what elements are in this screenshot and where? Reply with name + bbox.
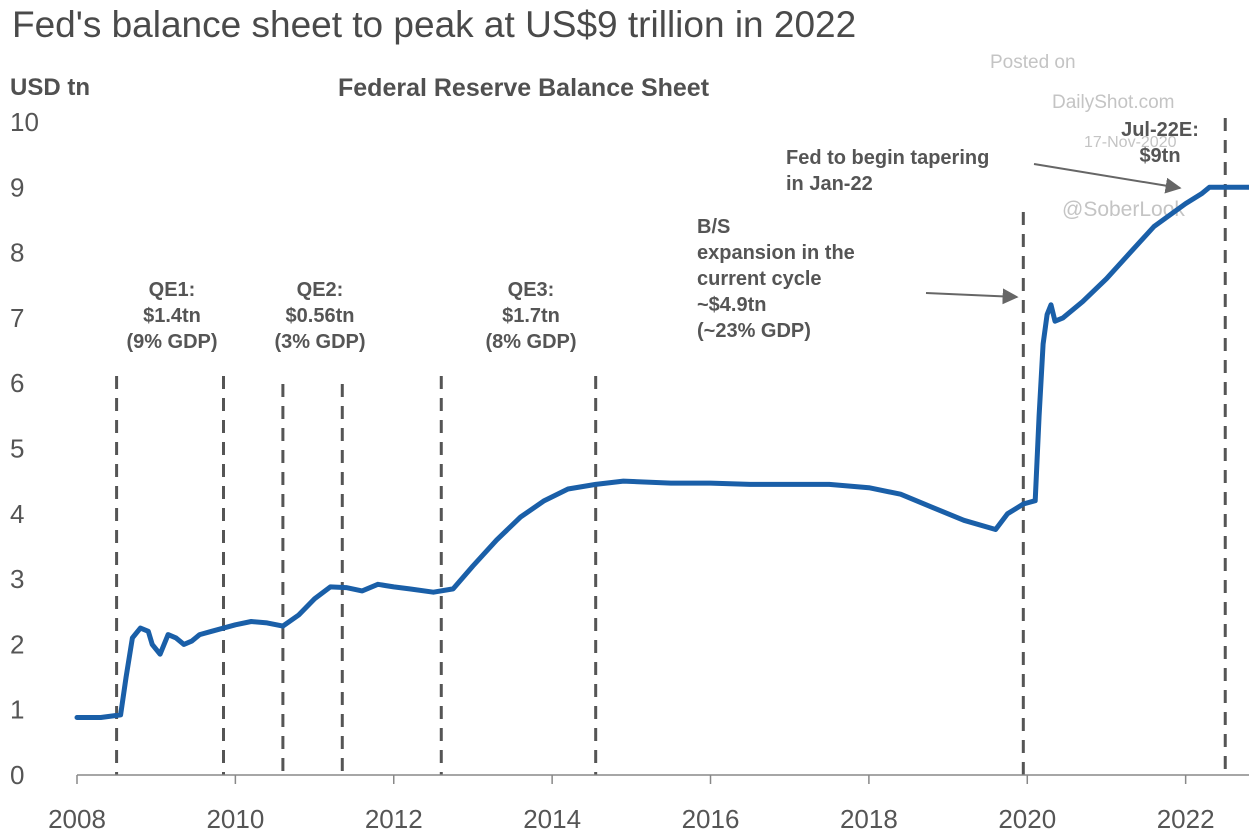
series-group	[74, 184, 1249, 720]
y-tick-label: 9	[10, 172, 24, 202]
x-tick-label: 2010	[206, 804, 264, 833]
y-tick-label: 5	[10, 434, 24, 464]
y-tick-label: 7	[10, 303, 24, 333]
y-tick-label: 4	[10, 499, 24, 529]
annotation-bs-line1: B/S	[697, 216, 731, 238]
annotation-qe3-line2: $1.7tn	[502, 305, 560, 327]
annotation-qe1-line2: $1.4tn	[143, 305, 201, 327]
annotation-peak-line1: Jul-22E:	[1121, 119, 1199, 141]
annotation-qe3: QE3: $1.7tn (8% GDP)	[446, 277, 616, 355]
x-tick-label: 2014	[523, 804, 581, 833]
annotation-bs-line2: expansion in the	[697, 242, 855, 264]
x-tick-label: 2018	[840, 804, 898, 833]
annotation-arrows	[925, 163, 1182, 305]
headline: Fed's balance sheet to peak at US$9 tril…	[12, 4, 857, 45]
watermark-site: DailyShot.com	[1052, 92, 1175, 113]
chart-title: Federal Reserve Balance Sheet	[338, 74, 710, 102]
axes: 0 1 2 3 4 5 6 7 8 9 10 2008 2010 2012 2014 2016 2018 2020…	[10, 107, 1249, 833]
y-axis-unit-label: USD tn	[10, 74, 90, 101]
annotation-taper-line1: Fed to begin tapering	[786, 147, 990, 169]
y-tick-label: 8	[10, 238, 24, 268]
annotation-qe1-line1: QE1:	[148, 279, 196, 301]
period-guide-lines	[115, 118, 1227, 775]
series-line	[74, 184, 1249, 720]
taper-arrow	[1033, 163, 1182, 194]
y-tick-label: 10	[10, 107, 39, 137]
annotation-qe2-line1: QE2:	[296, 279, 344, 301]
annotation-peak-line2: $9tn	[1139, 145, 1181, 167]
watermark-date: 17-Nov-2020	[1084, 134, 1177, 151]
y-tick-label: 1	[10, 695, 24, 725]
annotation-qe1: QE1: $1.4tn (9% GDP)	[92, 277, 252, 355]
annotation-qe2: QE2: $0.56tn (3% GDP)	[240, 277, 400, 355]
x-tick-label: 2008	[48, 804, 106, 833]
annotation-taper: Fed to begin tapering in Jan-22	[786, 145, 989, 197]
annotation-qe1-line3: (9% GDP)	[126, 331, 218, 353]
watermark-posted: Posted on	[990, 52, 1076, 73]
annotation-bs-line3: current cycle	[697, 268, 822, 290]
y-tick-label: 6	[10, 368, 24, 398]
x-tick-label: 2016	[682, 804, 740, 833]
x-tick-label: 2022	[1157, 804, 1215, 833]
annotation-bs-line5: (~23% GDP)	[697, 320, 811, 342]
annotation-peak: Jul-22E: $9tn	[1100, 117, 1220, 169]
y-tick-label: 2	[10, 629, 24, 659]
annotation-qe2-line2: $0.56tn	[285, 305, 355, 327]
y-tick-label: 0	[10, 760, 24, 790]
bs-expansion-arrow	[925, 288, 1019, 305]
y-tick-label: 3	[10, 564, 24, 594]
annotation-bs-expansion: B/S expansion in the current cycle ~$4.9…	[697, 214, 855, 344]
watermark-handle: @SoberLook	[1062, 198, 1185, 221]
annotation-bs-line4: ~$4.9tn	[697, 294, 767, 316]
x-tick-label: 2020	[998, 804, 1056, 833]
annotation-qe2-line3: (3% GDP)	[274, 331, 366, 353]
annotation-taper-line2: in Jan-22	[786, 173, 873, 195]
x-tick-label: 2012	[365, 804, 423, 833]
annotation-qe3-line3: (8% GDP)	[485, 331, 577, 353]
annotation-qe3-line1: QE3:	[507, 279, 555, 301]
